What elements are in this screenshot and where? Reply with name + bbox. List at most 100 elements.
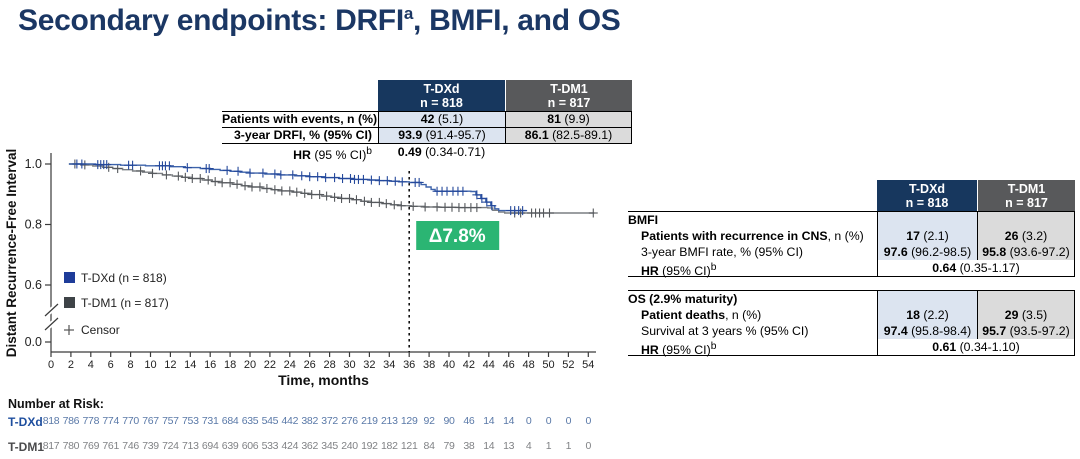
drfi-hr-value: 0.49 (0.34-0.71) bbox=[397, 145, 486, 159]
risk-value: 774 bbox=[102, 415, 119, 427]
risk-value: 0 bbox=[545, 415, 552, 427]
x-tick-label: 26 bbox=[304, 359, 316, 371]
bmfi-row-rate-label: 3-year BMFI rate, % (95% CI) bbox=[641, 245, 803, 259]
risk-value: 14 bbox=[483, 415, 495, 427]
x-tick-label: 50 bbox=[542, 359, 554, 371]
x-tick-label: 4 bbox=[88, 359, 94, 371]
x-tick-label: 12 bbox=[164, 359, 176, 371]
risk-value: 424 bbox=[281, 440, 299, 452]
bmfi-title: BMFI bbox=[628, 213, 659, 227]
y-tick-label: 1.0 bbox=[25, 157, 42, 171]
risk-value: 4 bbox=[525, 440, 532, 452]
risk-value: 182 bbox=[380, 440, 398, 452]
risk-value: 694 bbox=[201, 440, 219, 452]
drfi-header-tdm1-n: n = 817 bbox=[547, 95, 591, 110]
os-section: OS (2.9% maturity) Patient deaths, n (%)… bbox=[628, 290, 1075, 358]
risk-value: 129 bbox=[400, 415, 418, 427]
x-tick-label: 54 bbox=[582, 359, 594, 371]
right-header-tdxd-n: n = 818 bbox=[905, 195, 949, 210]
risk-value: 606 bbox=[241, 440, 259, 452]
os-row-deaths: Patient deaths, n (%) 18 (2.2) 29 (3.5) bbox=[628, 307, 1075, 323]
risk-value: 769 bbox=[82, 440, 100, 452]
os-title-row: OS (2.9% maturity) bbox=[628, 291, 1075, 307]
x-tick-label: 52 bbox=[562, 359, 574, 371]
risk-value: 38 bbox=[463, 440, 475, 452]
km-curve-tdm1 bbox=[68, 163, 595, 214]
x-tick-label: 18 bbox=[224, 359, 236, 371]
x-tick-label: 28 bbox=[323, 359, 335, 371]
x-tick-label: 22 bbox=[264, 359, 276, 371]
x-tick-label: 8 bbox=[128, 359, 134, 371]
risk-value: 372 bbox=[321, 415, 338, 427]
risk-value: 213 bbox=[380, 415, 398, 427]
risk-value: 1 bbox=[565, 440, 572, 452]
bmfi-hr-superscript-b: b bbox=[710, 262, 717, 273]
legend-censor-icon bbox=[64, 325, 74, 335]
title-main: Secondary endpoints: DRFI bbox=[18, 4, 404, 37]
risk-value: 0 bbox=[525, 415, 532, 427]
risk-value: 14 bbox=[503, 415, 515, 427]
risk-row-tdxd-label: T-DXd bbox=[8, 415, 43, 429]
bmfi-os-tables: T-DXd n = 818 T-DM1 n = 817 BMFI Patient… bbox=[628, 180, 1075, 358]
x-tick-label: 46 bbox=[503, 359, 515, 371]
risk-value: 635 bbox=[241, 415, 259, 427]
bmfi-row-rate: 3-year BMFI rate, % (95% CI) 97.6 (96.2-… bbox=[628, 244, 1075, 260]
risk-value: 639 bbox=[221, 440, 239, 452]
x-tick-label: 0 bbox=[48, 359, 54, 371]
km-delta-badge: Δ7.8% bbox=[416, 221, 500, 250]
right-header-tdxd: T-DXd n = 818 bbox=[877, 180, 977, 211]
drfi-table-header-row: T-DXd n = 818 T-DM1 n = 817 bbox=[222, 80, 632, 111]
right-header-tdm1-drug: T-DM1 bbox=[1007, 181, 1046, 196]
bmfi-rate-tdxd: 97.6 (96.2-98.5) bbox=[877, 244, 977, 260]
os-deaths-tdm1: 29 (3.5) bbox=[977, 307, 1075, 323]
bmfi-row-hr: HR (95% CI)b 0.64 (0.35-1.17) bbox=[628, 260, 1075, 278]
drfi-header-tdm1: T-DM1 n = 817 bbox=[505, 80, 632, 111]
risk-value: 786 bbox=[62, 415, 80, 427]
risk-value: 219 bbox=[361, 415, 378, 427]
drfi-row-3year-label: 3-year DRFI, % (95% CI) bbox=[233, 128, 372, 142]
drfi-row-events-label: Patients with events, n (%) bbox=[222, 112, 378, 126]
bmfi-hr-value: 0.64 (0.35-1.17) bbox=[877, 260, 1075, 276]
risk-value: 818 bbox=[42, 415, 60, 427]
risk-row-tdxd: T-DXd 818 786 778 774 770 767 757 753 731 684 635 5… bbox=[0, 415, 640, 429]
os-hr-label: HR (95% CI)b bbox=[641, 341, 717, 358]
x-tick-label: 16 bbox=[204, 359, 216, 371]
risk-value: 724 bbox=[162, 440, 179, 452]
drfi-events-tdm1: 81 (9.9) bbox=[505, 112, 632, 127]
os-hr-value: 0.61 (0.34-1.10) bbox=[877, 339, 1075, 355]
x-tick-label: 10 bbox=[144, 359, 156, 371]
bmfi-row-cns: Patients with recurrence in CNS, n (%) 1… bbox=[628, 228, 1075, 244]
risk-value: 192 bbox=[361, 440, 378, 452]
risk-value: 817 bbox=[42, 440, 60, 452]
os-row-deaths-label: Patient deaths, n (%) bbox=[641, 308, 762, 322]
risk-value: 713 bbox=[181, 440, 199, 452]
number-at-risk-title: Number at Risk: bbox=[8, 397, 104, 411]
legend-swatch-tdxd bbox=[64, 272, 75, 283]
risk-value: 778 bbox=[82, 415, 100, 427]
bmfi-row-cns-label: Patients with recurrence in CNS, n (%) bbox=[641, 229, 864, 243]
risk-value: 382 bbox=[301, 415, 318, 427]
x-tick-label: 34 bbox=[383, 359, 395, 371]
x-tick-label: 42 bbox=[463, 359, 475, 371]
drfi-hr-superscript-b: b bbox=[366, 146, 372, 157]
risk-value: 533 bbox=[261, 440, 279, 452]
bmfi-section: BMFI Patients with recurrence in CNS, n … bbox=[628, 211, 1075, 278]
x-tick-label: 6 bbox=[108, 359, 114, 371]
legend-swatch-tdm1 bbox=[64, 297, 75, 308]
risk-value: 46 bbox=[463, 415, 475, 427]
x-axis-title: Time, months bbox=[278, 372, 369, 388]
risk-value: 684 bbox=[221, 415, 239, 427]
risk-value: 14 bbox=[483, 440, 495, 452]
os-title: OS (2.9% maturity) bbox=[628, 292, 738, 306]
x-tick-label: 44 bbox=[483, 359, 495, 371]
risk-value: 90 bbox=[443, 415, 455, 427]
km-axes: 1.00.80.60.00 2 4 6 8 10 12 14 16 18 20 22 24 26 28 30 3… bbox=[25, 153, 596, 371]
os-survival-tdm1: 95.7 (93.5-97.2) bbox=[977, 323, 1075, 339]
os-row-hr: HR (95% CI)b 0.61 (0.34-1.10) bbox=[628, 339, 1075, 358]
risk-value: 739 bbox=[142, 440, 159, 452]
risk-value: 121 bbox=[400, 440, 418, 452]
risk-value: 545 bbox=[261, 415, 279, 427]
risk-value: 757 bbox=[162, 415, 179, 427]
risk-value: 0 bbox=[585, 415, 592, 427]
x-tick-label: 36 bbox=[403, 359, 415, 371]
